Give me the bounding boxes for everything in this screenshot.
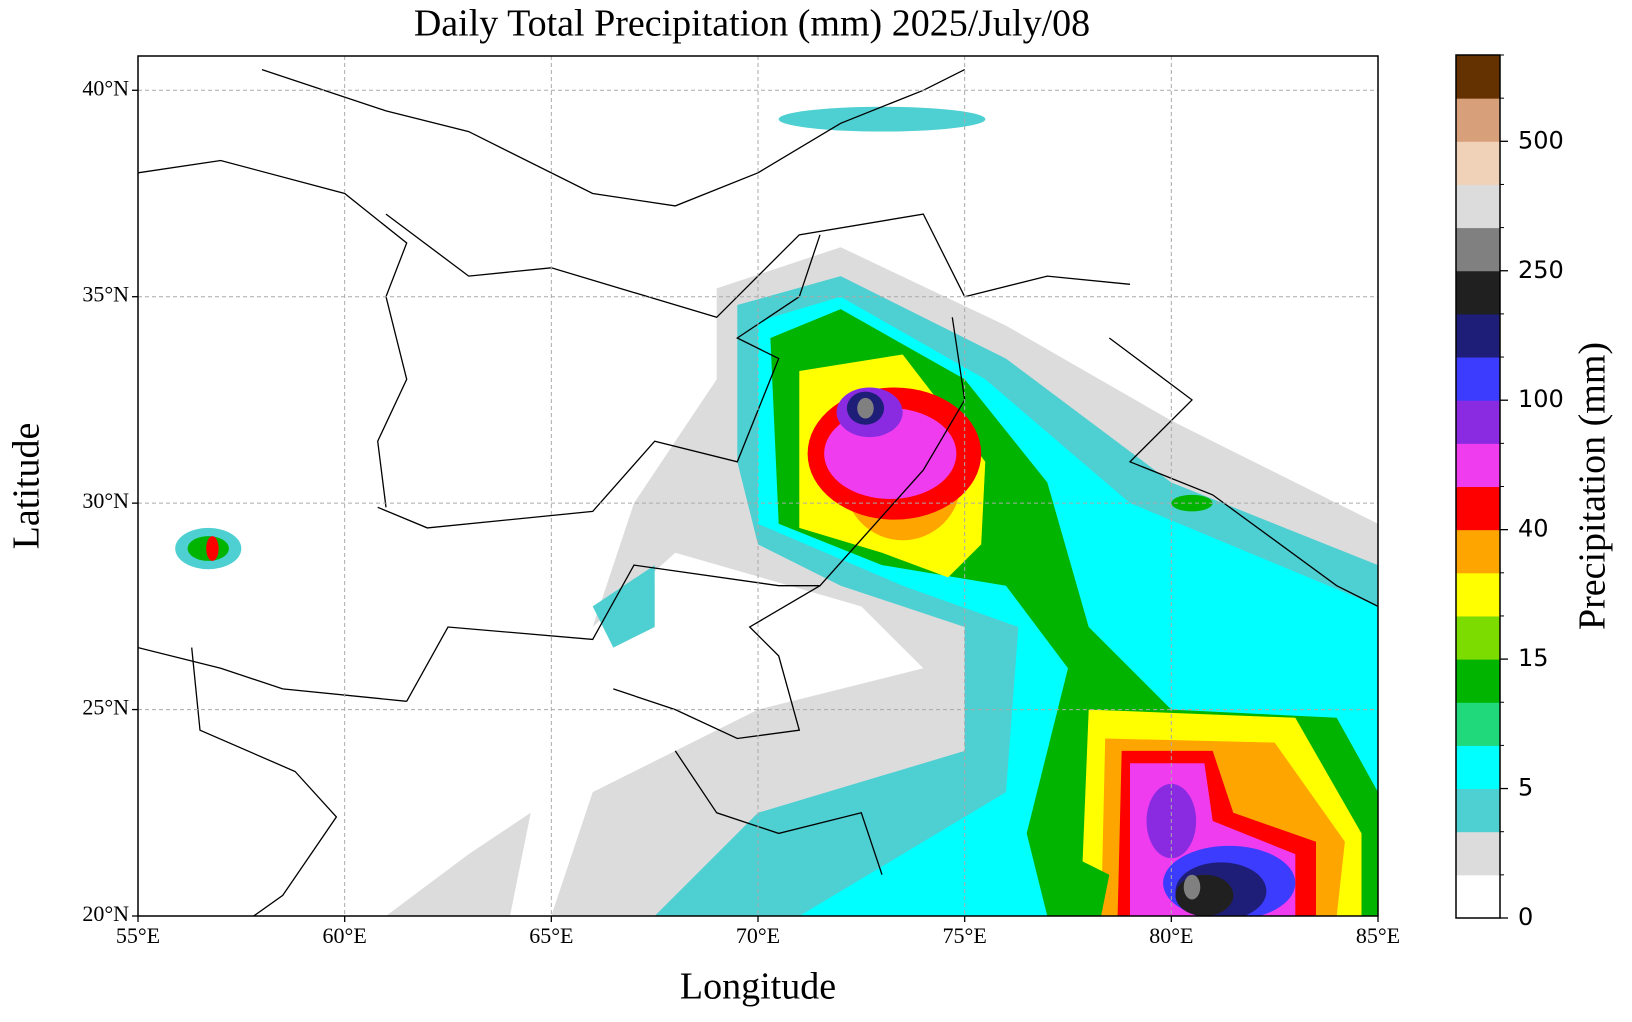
colorbar-tick-label: 100 <box>1518 385 1564 413</box>
precip-core <box>778 106 986 132</box>
x-tick-label: 80°E <box>1149 923 1193 948</box>
plot-frame <box>137 55 1379 917</box>
chart-title: Daily Total Precipitation (mm) 2025/July… <box>414 3 1090 45</box>
border <box>261 68 965 207</box>
x-tick-label: 65°E <box>529 923 573 948</box>
colorbar-segment <box>1456 141 1500 185</box>
precip-area <box>386 812 531 916</box>
x-tick-label: 70°E <box>736 923 780 948</box>
colorbar-segment <box>1456 55 1500 99</box>
colorbar-tick-label: 250 <box>1518 256 1564 284</box>
border <box>674 750 883 875</box>
border <box>191 647 338 916</box>
colorbar-tick-label: 5 <box>1518 774 1533 802</box>
colorbar-tick-label: 15 <box>1518 644 1549 672</box>
border <box>385 213 1131 319</box>
colorbar-segment <box>1456 270 1500 315</box>
x-tick-label: 85°E <box>1356 923 1400 948</box>
colorbar-segment <box>1456 788 1500 833</box>
border <box>138 159 408 508</box>
colorbar-segment <box>1456 874 1500 919</box>
colorbar-segment <box>1456 572 1500 617</box>
colorbar-label: Precipitation (mm) <box>1572 342 1614 630</box>
colorbar-tick-label: 500 <box>1518 126 1564 154</box>
colorbar-segment <box>1456 400 1500 444</box>
colorbar-segment <box>1456 702 1500 746</box>
colorbar-tick-label: 0 <box>1518 903 1533 931</box>
x-axis-label: Longitude <box>680 966 836 1008</box>
y-tick-label: 30°N <box>82 488 129 513</box>
colorbar-segment <box>1456 443 1500 487</box>
colorbar-segment <box>1456 357 1500 401</box>
x-tick-label: 60°E <box>323 923 367 948</box>
y-tick-label: 25°N <box>82 695 129 720</box>
y-tick-label: 35°N <box>82 282 129 307</box>
colorbar-segment <box>1456 184 1500 229</box>
colorbar-segment <box>1456 227 1500 272</box>
colorbar-segment <box>1456 745 1500 790</box>
precip-core <box>857 397 874 419</box>
precip-core <box>1183 874 1201 900</box>
colorbar-segment <box>1456 615 1500 660</box>
border <box>613 585 821 740</box>
colorbar-segment <box>1456 529 1500 574</box>
x-tick-label: 55°E <box>116 923 160 948</box>
map-layer <box>138 68 1378 916</box>
border <box>138 646 407 702</box>
colorbar-segment <box>1456 98 1500 142</box>
border <box>406 317 966 702</box>
precip-area <box>1059 854 1110 916</box>
colorbar-segment <box>1456 313 1500 358</box>
precip-area <box>592 565 655 648</box>
y-tick-label: 40°N <box>82 75 129 100</box>
colorbar-segment <box>1456 659 1500 703</box>
colorbar-tick-label: 40 <box>1518 515 1549 543</box>
precip-core <box>1175 874 1234 916</box>
x-tick-label: 75°E <box>943 923 987 948</box>
border <box>377 234 821 529</box>
colorbar-segment <box>1456 486 1500 531</box>
y-tick-label: 20°N <box>82 901 129 926</box>
y-axis-label: Latitude <box>6 423 48 550</box>
colorbar-segment <box>1456 831 1500 876</box>
precip-core <box>206 536 219 561</box>
